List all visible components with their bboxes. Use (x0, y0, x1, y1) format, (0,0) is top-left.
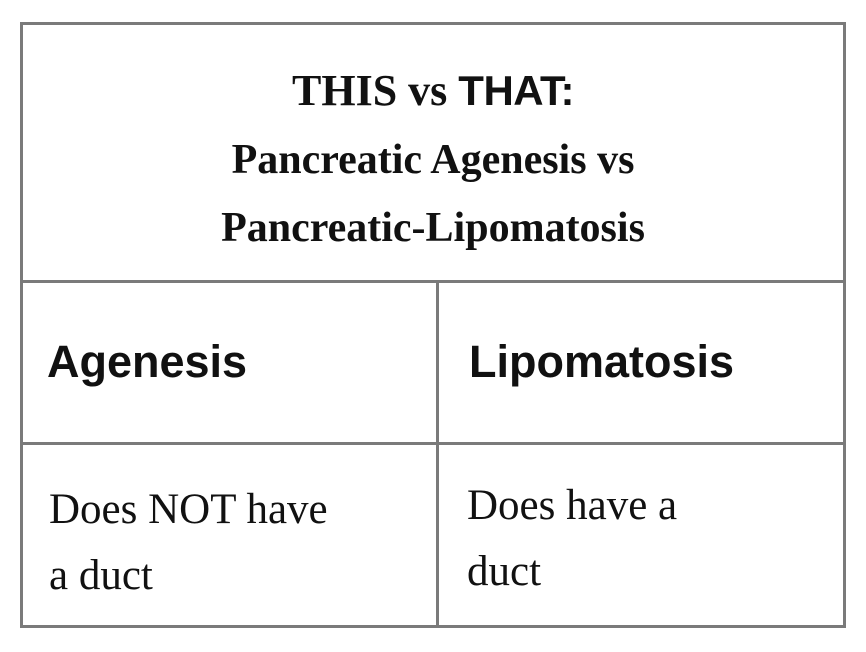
cell-agenesis-line1: Does NOT have (49, 486, 328, 533)
cell-agenesis-line2: a duct (49, 552, 153, 599)
title-subheading-line1: Pancreatic Agenesis vs (231, 137, 635, 183)
cell-lipomatosis-duct: Does have a duct (439, 445, 843, 625)
comparison-table: THIS vs THAT: Pancreatic Agenesis vs Pan… (20, 22, 846, 628)
title-cell: THIS vs THAT: Pancreatic Agenesis vs Pan… (23, 25, 843, 283)
cell-agenesis-duct: Does NOT have a duct (23, 445, 436, 625)
cell-lipomatosis-line2: duct (467, 548, 542, 595)
header-agenesis: Agenesis (47, 336, 248, 387)
header-lipomatosis: Lipomatosis (469, 336, 735, 387)
cell-lipomatosis-line1: Does have a (467, 482, 678, 529)
title-that: THAT: (458, 67, 574, 114)
column-divider (436, 283, 439, 625)
title-this-vs: THIS vs (292, 66, 459, 115)
title-heading: THIS vs THAT: (23, 65, 843, 117)
row-divider (23, 442, 843, 445)
title-subheading-line2: Pancreatic-Lipomatosis (221, 205, 645, 251)
